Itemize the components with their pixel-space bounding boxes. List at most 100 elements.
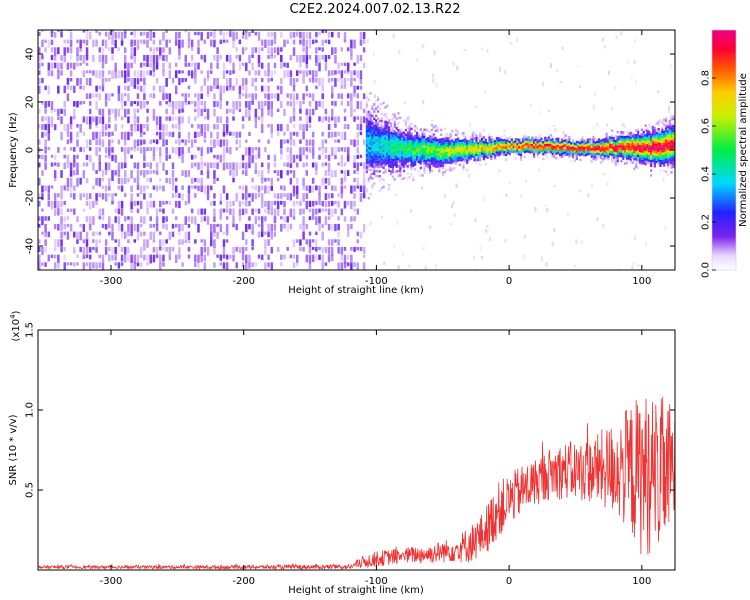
heatmap-cell: [434, 153, 437, 157]
heatmap-cell: [388, 152, 391, 156]
heatmap-cell: [596, 145, 599, 148]
heatmap-cell: [640, 147, 643, 151]
heatmap-cell: [399, 135, 402, 139]
heatmap-cell: [633, 38, 636, 43]
heatmap-cell: [556, 69, 559, 72]
heatmap-cell: [501, 139, 504, 142]
heatmap-cell: [655, 129, 658, 132]
heatmap-cell: [612, 137, 616, 140]
heatmap-cell: [200, 177, 203, 186]
heatmap-cell: [343, 216, 347, 222]
heatmap-cell: [620, 133, 623, 136]
heatmap-cell: [427, 165, 430, 169]
heatmap-cell: [168, 39, 172, 43]
heatmap-cell: [213, 101, 216, 108]
heatmap-cell: [114, 246, 117, 255]
heatmap-cell: [373, 155, 376, 159]
heatmap-cell: [666, 159, 669, 162]
heatmap-cell: [527, 138, 530, 141]
heatmap-cell: [133, 54, 137, 64]
heatmap-cell: [367, 120, 370, 123]
heatmap-cell: [340, 85, 344, 89]
heatmap-cell: [53, 262, 57, 269]
heatmap-cell: [203, 54, 207, 63]
heatmap-cell: [648, 142, 651, 146]
heatmap-cell: [334, 208, 337, 214]
heatmap-cell: [69, 131, 73, 141]
heatmap-cell: [82, 254, 86, 259]
heatmap-cell: [573, 264, 576, 268]
heatmap-cell: [280, 154, 283, 160]
heatmap-cell: [375, 107, 378, 110]
heatmap-cell: [267, 208, 270, 215]
heatmap-cell: [560, 152, 564, 156]
heatmap-cell: [367, 125, 370, 128]
heatmap-cell: [661, 130, 664, 134]
heatmap-cell: [373, 170, 376, 173]
heatmap-cell: [547, 143, 551, 147]
heatmap-cell: [458, 144, 461, 147]
heatmap-cell: [438, 140, 441, 144]
heatmap-cell: [657, 154, 660, 157]
heatmap-cell: [391, 158, 395, 162]
heatmap-cell: [389, 158, 393, 161]
heatmap-cell: [225, 223, 229, 233]
heatmap-cell: [657, 159, 660, 162]
heatmap-cell: [299, 154, 302, 162]
heatmap-cell: [475, 144, 478, 147]
heatmap-cell: [111, 93, 114, 97]
heatmap-cell: [57, 262, 60, 269]
heatmap-cell: [661, 142, 664, 146]
heatmap-cell: [369, 135, 372, 138]
heatmap-cell: [592, 140, 595, 144]
heatmap-cell: [417, 150, 421, 154]
heatmap-cell: [473, 144, 476, 147]
heatmap-cell: [410, 122, 413, 126]
heatmap-cell: [594, 153, 597, 156]
heatmap-cell: [216, 24, 219, 27]
heatmap-cell: [139, 39, 143, 44]
heatmap-cell: [655, 139, 658, 142]
heatmap-cell: [235, 223, 238, 231]
heatmap-cell: [414, 136, 417, 140]
heatmap-cell: [540, 144, 543, 148]
heatmap-cell: [586, 143, 590, 146]
heatmap-cell: [171, 124, 175, 129]
heatmap-cell: [475, 141, 478, 145]
heatmap-cell: [622, 155, 625, 158]
heatmap-cell: [572, 143, 575, 147]
heatmap-cell: [599, 142, 603, 145]
heatmap-cell: [299, 239, 302, 246]
heatmap-cell: [391, 144, 395, 147]
heatmap-cell: [130, 131, 133, 137]
heatmap-cell: [232, 131, 235, 136]
heatmap-cell: [408, 140, 411, 143]
heatmap-cell: [443, 144, 447, 147]
heatmap-cell: [635, 129, 638, 132]
heatmap-cell: [391, 151, 395, 154]
heatmap-cell: [146, 124, 149, 132]
heatmap-cell: [486, 154, 489, 157]
heatmap-cell: [415, 136, 419, 140]
heatmap-cell: [553, 141, 556, 144]
heatmap-cell: [203, 101, 207, 109]
heatmap-cell: [152, 116, 156, 121]
heatmap-cell: [60, 185, 63, 194]
heatmap-cell: [159, 185, 162, 190]
heatmap-cell: [120, 254, 124, 262]
heatmap-cell: [386, 135, 389, 139]
heatmap-cell: [63, 108, 66, 116]
heatmap-cell: [66, 124, 70, 133]
heatmap-cell: [592, 145, 595, 148]
heatmap-cell: [670, 63, 673, 68]
heatmap-cell: [646, 151, 649, 154]
heatmap-cell: [456, 142, 460, 145]
heatmap-cell: [395, 134, 398, 137]
heatmap-cell: [581, 140, 584, 144]
heatmap-cell: [499, 140, 502, 144]
heatmap-cell: [570, 159, 573, 163]
heatmap-cell: [399, 152, 402, 156]
heatmap-cell: [302, 208, 305, 215]
heatmap-cell: [376, 146, 380, 149]
heatmap-cell: [178, 223, 181, 232]
